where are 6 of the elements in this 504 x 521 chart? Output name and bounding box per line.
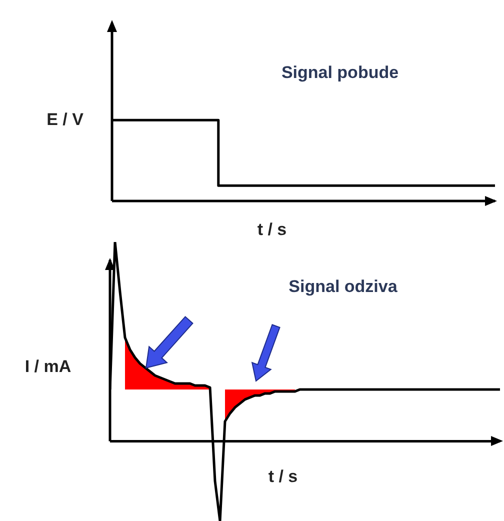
x-axis-title: t / s [257, 220, 287, 240]
y-axis-title: E / V [46, 110, 84, 130]
y-axis-title: I / mA [24, 357, 72, 377]
x-axis-title: t / s [268, 467, 298, 487]
text: Signal odziva [288, 277, 398, 297]
chart-title: Signal pobude [281, 63, 399, 83]
